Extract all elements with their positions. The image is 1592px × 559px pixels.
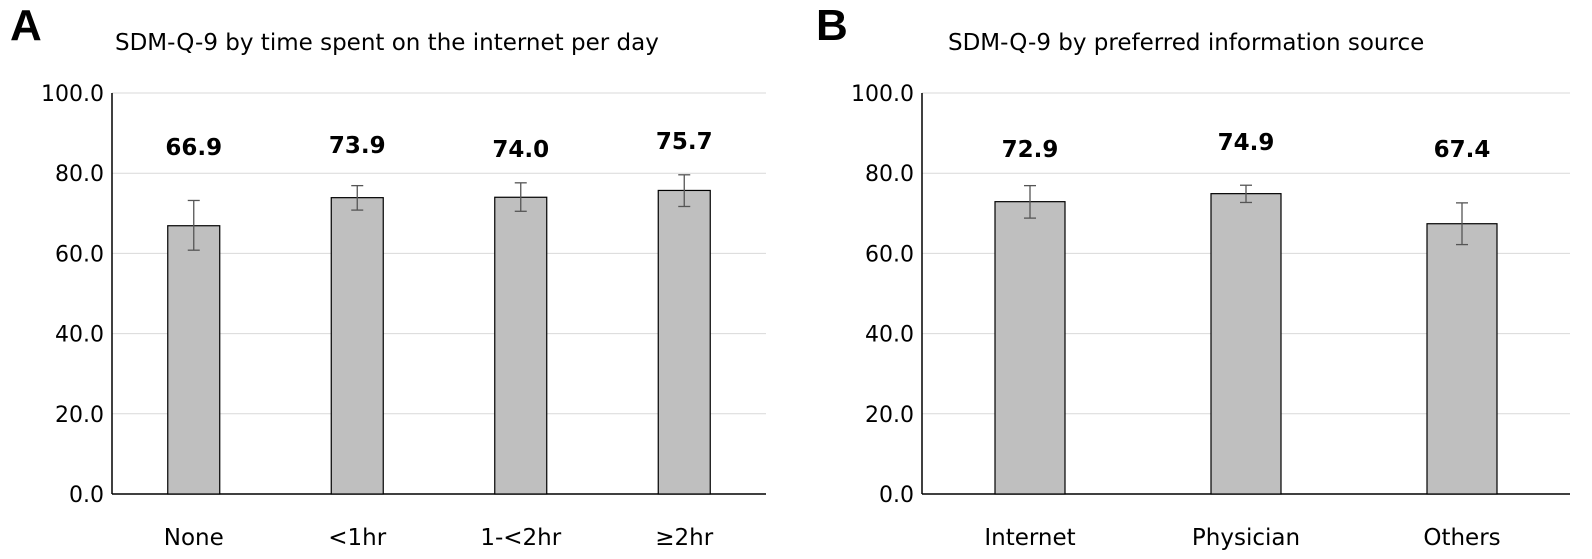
bar <box>994 201 1066 495</box>
bar <box>330 197 384 495</box>
bar <box>1426 223 1498 495</box>
x-tick-label: Physician <box>1192 525 1300 551</box>
x-tick-label: None <box>164 525 224 551</box>
y-tick-label: 100.0 <box>41 82 104 107</box>
bar <box>494 196 548 495</box>
bar-chart-b: 0.0 20.0 40.0 60.0 80.0 100.0 72.9 Internet 74.9… <box>851 82 1570 551</box>
data-label: 73.9 <box>329 133 386 159</box>
bar-chart-a: 0.0 20.0 40.0 60.0 80.0 100.0 66.9 None 73.9 <1hr… <box>41 82 766 551</box>
y-tick-label: 0.0 <box>69 483 104 508</box>
data-label: 66.9 <box>165 135 222 161</box>
x-tick-label: Internet <box>984 525 1075 551</box>
bar <box>1210 193 1282 495</box>
bar <box>657 189 711 495</box>
bar <box>167 225 221 495</box>
x-tick-label: 1-<2hr <box>480 525 561 551</box>
y-tick-label: 60.0 <box>55 242 104 267</box>
data-label: 74.0 <box>492 137 549 163</box>
panel-letter: B <box>816 1 848 50</box>
data-label: 74.9 <box>1218 130 1275 156</box>
x-tick-label: <1hr <box>328 525 386 551</box>
y-tick-label: 80.0 <box>865 162 914 187</box>
chart-title: SDM-Q-9 by preferred information source <box>948 30 1425 56</box>
y-tick-label: 0.0 <box>879 483 914 508</box>
y-tick-label: 40.0 <box>55 323 104 348</box>
y-tick-label: 60.0 <box>865 242 914 267</box>
data-label: 75.7 <box>656 129 713 155</box>
data-label: 72.9 <box>1002 137 1059 163</box>
y-tick-label: 100.0 <box>851 82 914 107</box>
chart-panel-b: B SDM-Q-9 by preferred information sourc… <box>810 0 1592 559</box>
y-tick-label: 20.0 <box>865 403 914 428</box>
chart-title: SDM-Q-9 by time spent on the internet pe… <box>115 30 659 56</box>
chart-panel-a: A SDM-Q-9 by time spent on the internet … <box>0 0 790 559</box>
panel-letter: A <box>10 1 42 50</box>
data-label: 67.4 <box>1434 137 1491 163</box>
y-tick-label: 80.0 <box>55 162 104 187</box>
x-tick-label: ≥2hr <box>655 525 713 551</box>
y-tick-label: 40.0 <box>865 323 914 348</box>
y-tick-label: 20.0 <box>55 403 104 428</box>
x-tick-label: Others <box>1423 525 1500 551</box>
